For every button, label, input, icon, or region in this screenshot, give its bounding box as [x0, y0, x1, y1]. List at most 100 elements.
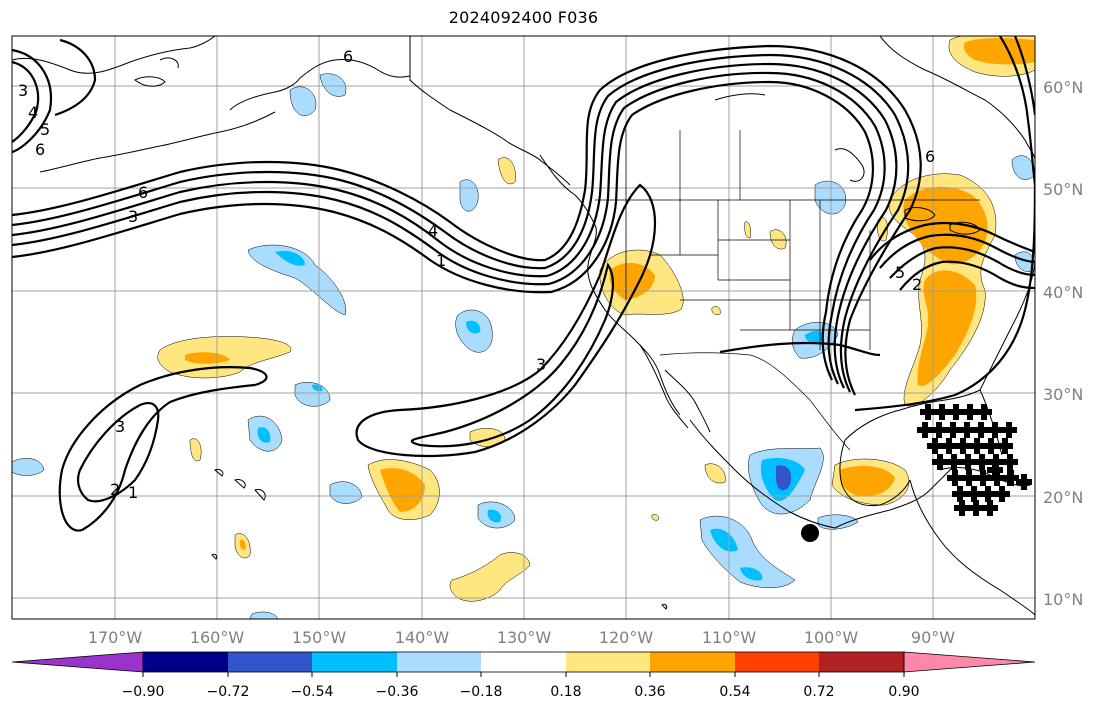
- pos-patch: [497, 157, 516, 185]
- neg-patch: [275, 250, 305, 266]
- neg-patch: [249, 611, 279, 619]
- colorbar-extend-left: [11, 651, 144, 673]
- cross-marker: [952, 486, 968, 502]
- pos-patch: [744, 221, 752, 239]
- contour-label: 6: [35, 140, 45, 159]
- colorbar-segment: [481, 652, 566, 672]
- cross-marker: [980, 486, 996, 502]
- storm-marker: [801, 524, 819, 542]
- pos-patch: [189, 438, 202, 462]
- pos-patch: [651, 514, 659, 521]
- cross-marker: [973, 422, 989, 438]
- lon-label: 110°W: [702, 628, 757, 647]
- lon-label: 130°W: [497, 628, 552, 647]
- neg-patch: [776, 465, 792, 491]
- map-title: 2024092400 F036: [448, 8, 599, 27]
- colorbar-segments: [11, 651, 1036, 673]
- cross-marker: [966, 486, 982, 502]
- cross-marker: [982, 500, 998, 516]
- colorbar-tick-label: 0.72: [803, 684, 834, 700]
- lat-label: 40°N: [1043, 283, 1083, 302]
- contour-label: 6: [138, 183, 148, 202]
- contour-lines: [12, 36, 1035, 532]
- cross-marker: [975, 470, 991, 486]
- pos-patch: [185, 352, 230, 364]
- cross-marker: [968, 500, 984, 516]
- pos-patch: [704, 463, 726, 484]
- lat-label: 10°N: [1043, 590, 1083, 609]
- colorbar-tick-label: −0.36: [376, 684, 419, 700]
- cross-marker: [947, 470, 963, 486]
- contour-label: 3: [536, 355, 546, 374]
- contour-label: 5: [895, 263, 905, 282]
- cross-marker: [976, 404, 992, 420]
- lat-label: 20°N: [1043, 488, 1083, 507]
- pos-patch: [449, 552, 531, 602]
- contour-label: 4: [428, 221, 438, 240]
- longitude-labels: 170°W 160°W 150°W 140°W 130°W 120°W 110°…: [88, 628, 955, 647]
- colorbar-segment: [819, 652, 904, 672]
- contour-label: 5: [40, 120, 50, 139]
- lon-label: 100°W: [804, 628, 859, 647]
- cross-marker: [945, 422, 961, 438]
- cross-marker: [955, 438, 971, 454]
- cross-markers: [917, 404, 1032, 516]
- colorbar-extend-right: [903, 651, 1036, 673]
- cross-marker: [959, 422, 975, 438]
- lat-label: 60°N: [1043, 78, 1083, 97]
- cross-marker: [994, 486, 1010, 502]
- map-frame: [11, 35, 1036, 620]
- cross-marker: [987, 422, 1003, 438]
- lon-label: 140°W: [395, 628, 450, 647]
- cross-marker: [962, 404, 978, 420]
- colorbar-tick-label: −0.90: [122, 684, 165, 700]
- neg-patch: [466, 320, 481, 334]
- neg-patch: [710, 528, 738, 552]
- neg-patch: [247, 244, 347, 316]
- colorbar-segment: [143, 652, 228, 672]
- cross-marker: [987, 462, 1003, 478]
- contour-label: 1: [436, 251, 446, 270]
- cross-marker: [927, 438, 943, 454]
- pos-patch: [380, 468, 425, 512]
- cross-marker: [1002, 470, 1018, 486]
- colorbar-tick-label: 0.36: [634, 684, 665, 700]
- colorbar-tick-label: −0.72: [207, 684, 250, 700]
- neg-patch: [817, 514, 859, 530]
- neg-patch: [289, 86, 317, 116]
- pos-patch: [839, 465, 895, 497]
- contour-label-group: 6 3 4 5 6 6 3 4 1 3 3 2 1 5 2 6: [18, 47, 935, 502]
- neg-patch: [1014, 251, 1035, 272]
- lon-label: 150°W: [292, 628, 347, 647]
- cross-marker: [932, 454, 948, 470]
- pos-patch: [711, 306, 721, 315]
- lon-label: 160°W: [190, 628, 245, 647]
- colorbar-tick-label: −0.18: [460, 684, 503, 700]
- lon-label: 170°W: [88, 628, 143, 647]
- contour-label: 3: [115, 417, 125, 436]
- lon-label: 120°W: [599, 628, 654, 647]
- neg-patch: [319, 73, 347, 97]
- cross-marker: [974, 454, 990, 470]
- lat-label: 30°N: [1043, 385, 1083, 404]
- colorbar: −0.90 −0.72 −0.54 −0.36 −0.18 0.18 0.36 …: [11, 651, 1036, 700]
- neg-patch: [1011, 155, 1035, 180]
- contour-label: 6: [343, 47, 353, 66]
- cross-marker: [934, 404, 950, 420]
- cross-marker: [946, 454, 962, 470]
- colorbar-ticks: [142, 672, 905, 677]
- colorbar-segment: [312, 652, 397, 672]
- lon-label: 90°W: [911, 628, 955, 647]
- colorbar-segment: [735, 652, 819, 672]
- cross-marker: [960, 454, 976, 470]
- colorbar-tick-labels: −0.90 −0.72 −0.54 −0.36 −0.18 0.18 0.36 …: [122, 684, 920, 700]
- cross-marker: [983, 438, 999, 454]
- contour-label: 4: [28, 103, 38, 122]
- neg-patch: [740, 567, 763, 581]
- pos-patch: [769, 229, 787, 250]
- colorbar-segment: [397, 652, 481, 672]
- colorbar-tick-label: −0.54: [291, 684, 334, 700]
- colorbar-tick-label: 0.54: [719, 684, 750, 700]
- cross-marker: [954, 500, 970, 516]
- pos-patch: [239, 539, 246, 550]
